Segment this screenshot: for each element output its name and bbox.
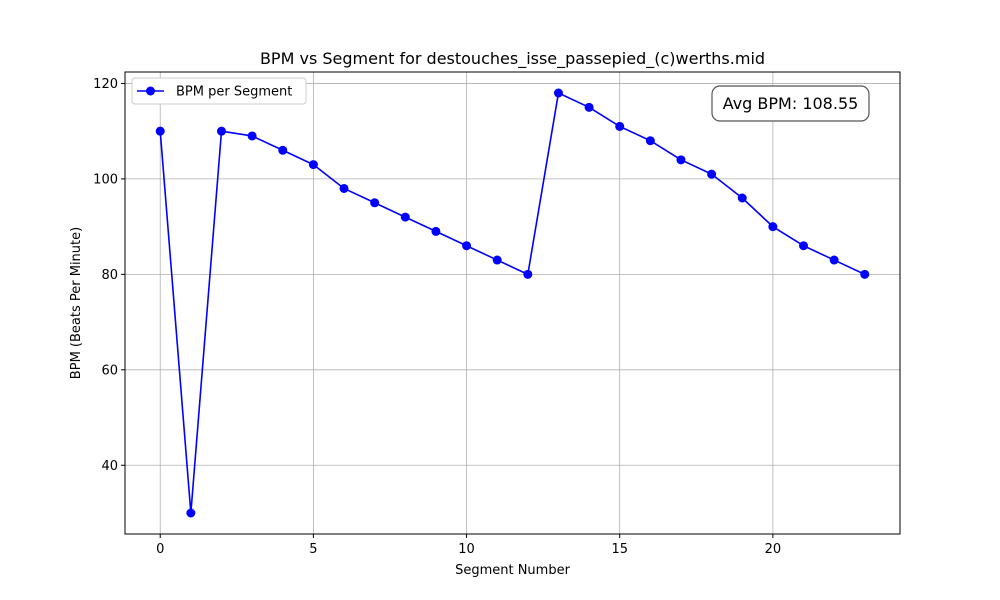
y-tick-label: 120 bbox=[93, 77, 118, 92]
data-point bbox=[186, 508, 196, 518]
y-tick-label: 60 bbox=[101, 363, 118, 378]
data-point bbox=[462, 241, 472, 251]
data-point bbox=[155, 126, 165, 136]
x-tick-label: 15 bbox=[611, 542, 628, 557]
data-point bbox=[216, 126, 226, 136]
x-tick-label: 0 bbox=[156, 542, 164, 557]
chart-title: BPM vs Segment for destouches_isse_passe… bbox=[260, 49, 765, 69]
data-point bbox=[799, 241, 809, 251]
data-point bbox=[553, 88, 563, 98]
data-point bbox=[400, 212, 410, 222]
annotation-box bbox=[711, 85, 870, 122]
data-point bbox=[768, 222, 778, 232]
series-line bbox=[159, 92, 866, 514]
data-point bbox=[492, 255, 502, 265]
data-point bbox=[737, 193, 747, 203]
series-layer bbox=[155, 88, 870, 518]
y-tick-label: 80 bbox=[101, 268, 118, 283]
plot-frame bbox=[124, 71, 901, 535]
data-point bbox=[707, 169, 717, 179]
y-axis-label: BPM (Beats Per Minute) bbox=[69, 227, 84, 379]
x-tick-label: 20 bbox=[765, 542, 782, 557]
x-tick-label: 5 bbox=[309, 542, 317, 557]
data-point bbox=[278, 145, 288, 155]
legend-box bbox=[131, 77, 307, 105]
data-point bbox=[829, 255, 839, 265]
x-tick-label: 10 bbox=[458, 542, 475, 557]
data-point bbox=[308, 160, 318, 170]
avg-bpm-annotation: Avg BPM: 108.55 bbox=[711, 85, 870, 122]
grid bbox=[125, 72, 900, 534]
y-tick-label: 40 bbox=[101, 459, 118, 474]
data-point bbox=[370, 198, 380, 208]
data-point bbox=[247, 131, 257, 141]
legend-marker-swatch bbox=[146, 86, 155, 96]
data-point bbox=[523, 269, 533, 279]
ticks: 0 5 10 15 20 40 60 80 100 120 bbox=[93, 77, 781, 557]
data-point bbox=[645, 136, 655, 146]
legend-label: BPM per Segment bbox=[176, 85, 292, 100]
x-axis-label: Segment Number bbox=[455, 563, 571, 578]
data-point bbox=[431, 226, 441, 236]
data-point bbox=[860, 269, 870, 279]
data-point bbox=[615, 121, 625, 131]
legend: BPM per Segment bbox=[131, 77, 307, 105]
annotation-text: Avg BPM: 108.55 bbox=[723, 94, 859, 113]
data-point bbox=[339, 183, 349, 193]
y-tick-label: 100 bbox=[93, 172, 118, 187]
data-point bbox=[584, 102, 594, 112]
data-point bbox=[676, 155, 686, 165]
